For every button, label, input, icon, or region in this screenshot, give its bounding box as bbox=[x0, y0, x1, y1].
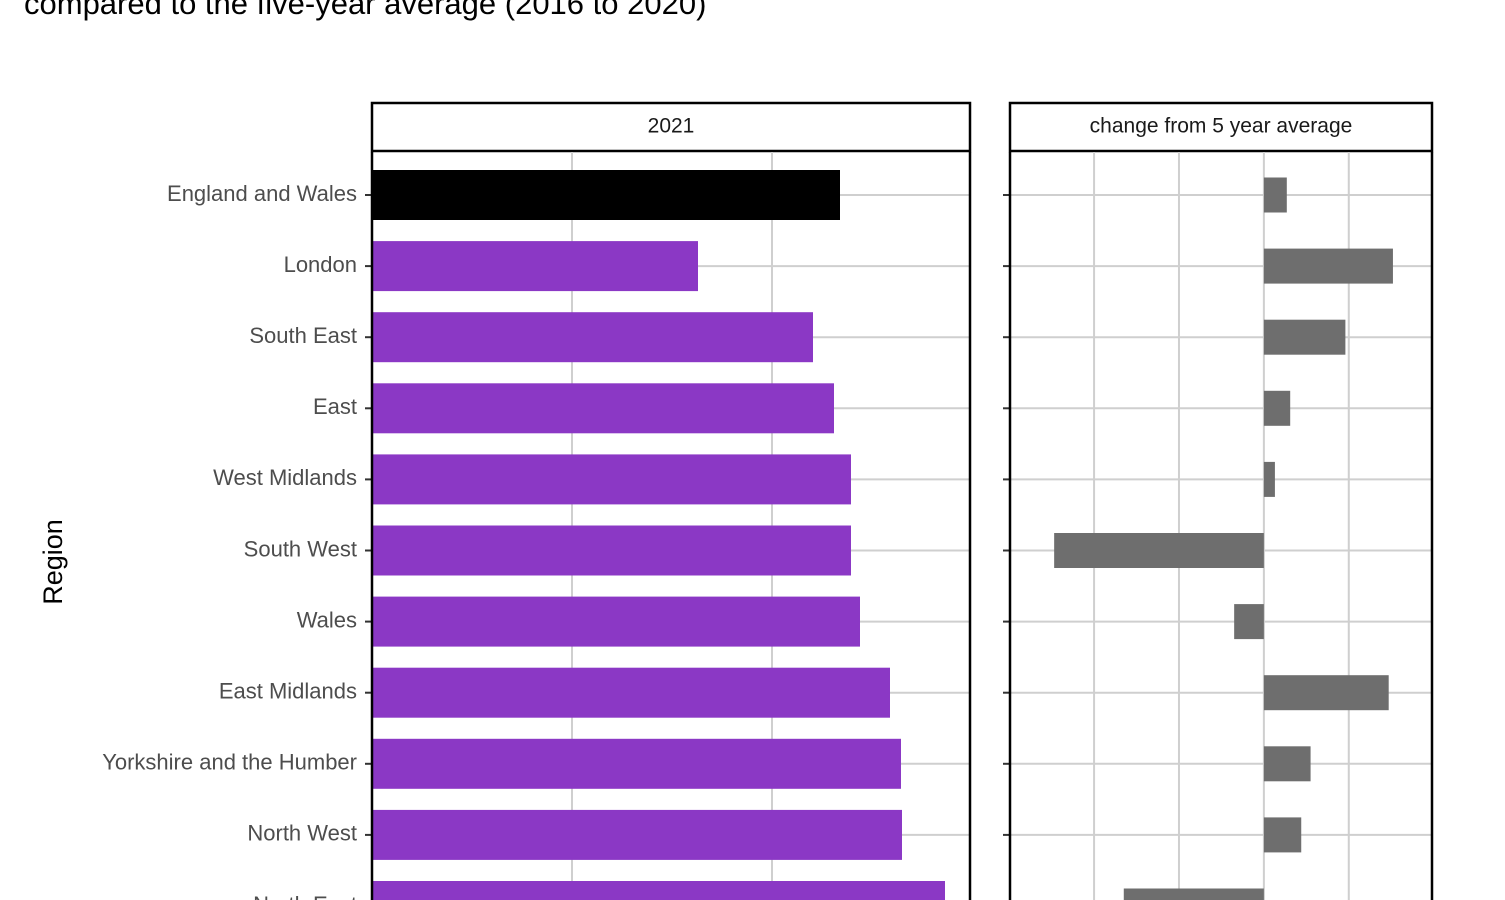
bar bbox=[1123, 888, 1264, 900]
bar bbox=[372, 738, 901, 789]
bar bbox=[1263, 177, 1287, 213]
y-tick-label: North East bbox=[253, 892, 357, 900]
bar bbox=[1234, 604, 1264, 640]
bar bbox=[1263, 675, 1389, 711]
facet-title: 2021 bbox=[648, 115, 695, 138]
bar bbox=[1263, 248, 1393, 284]
facet-strip bbox=[370, 101, 972, 153]
facet-strip bbox=[1008, 101, 1434, 153]
bar bbox=[1263, 319, 1346, 355]
y-tick-label: Yorkshire and the Humber bbox=[102, 750, 357, 775]
bar bbox=[372, 809, 902, 860]
bar bbox=[372, 596, 860, 647]
bar bbox=[372, 667, 890, 718]
bar bbox=[1054, 533, 1264, 568]
y-tick-label: South East bbox=[249, 323, 357, 348]
bar bbox=[372, 454, 851, 505]
bar bbox=[372, 241, 698, 292]
bar bbox=[1263, 461, 1275, 497]
bar bbox=[1263, 390, 1291, 426]
y-tick-label: North West bbox=[247, 821, 357, 846]
y-tick-label: West Midlands bbox=[213, 465, 357, 490]
bar bbox=[372, 525, 851, 576]
bar bbox=[372, 312, 813, 363]
bar bbox=[372, 170, 840, 220]
y-tick-label: London bbox=[284, 252, 357, 277]
y-tick-label: England and Wales bbox=[167, 181, 357, 206]
chart-title: compared to the five-year average (2016 … bbox=[24, 0, 706, 21]
y-tick-label: East Midlands bbox=[219, 679, 357, 704]
y-axis-label: Region bbox=[38, 519, 68, 605]
y-tick-label: Wales bbox=[297, 607, 357, 632]
bar bbox=[372, 881, 945, 900]
bar bbox=[1263, 746, 1311, 782]
bar bbox=[372, 383, 834, 434]
bar bbox=[1263, 817, 1302, 853]
y-tick-label: East bbox=[313, 394, 357, 419]
facet-title: change from 5 year average bbox=[1090, 115, 1353, 138]
y-tick-label: South West bbox=[244, 536, 357, 561]
